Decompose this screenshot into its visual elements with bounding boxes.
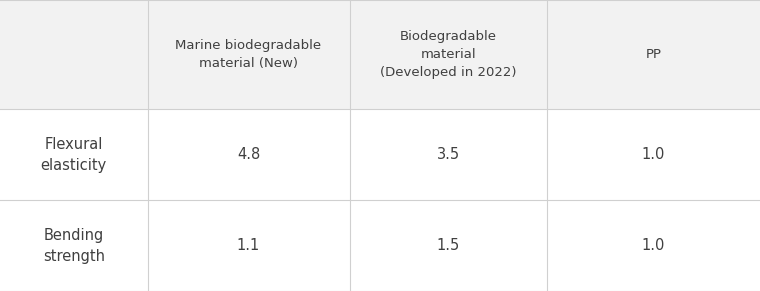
Text: 3.5: 3.5	[437, 147, 460, 162]
Text: 1.0: 1.0	[642, 147, 665, 162]
Text: Biodegradable
material
(Developed in 2022): Biodegradable material (Developed in 202…	[380, 30, 517, 79]
Text: 1.1: 1.1	[237, 238, 260, 253]
Text: Bending
strength: Bending strength	[43, 228, 105, 264]
Text: 4.8: 4.8	[237, 147, 260, 162]
Text: Flexural
elasticity: Flexural elasticity	[40, 136, 107, 173]
Bar	[0, 0, 760, 109]
Text: PP: PP	[645, 48, 662, 61]
Text: 1.0: 1.0	[642, 238, 665, 253]
Text: Marine biodegradable
material (New): Marine biodegradable material (New)	[176, 39, 321, 70]
Text: 1.5: 1.5	[437, 238, 460, 253]
